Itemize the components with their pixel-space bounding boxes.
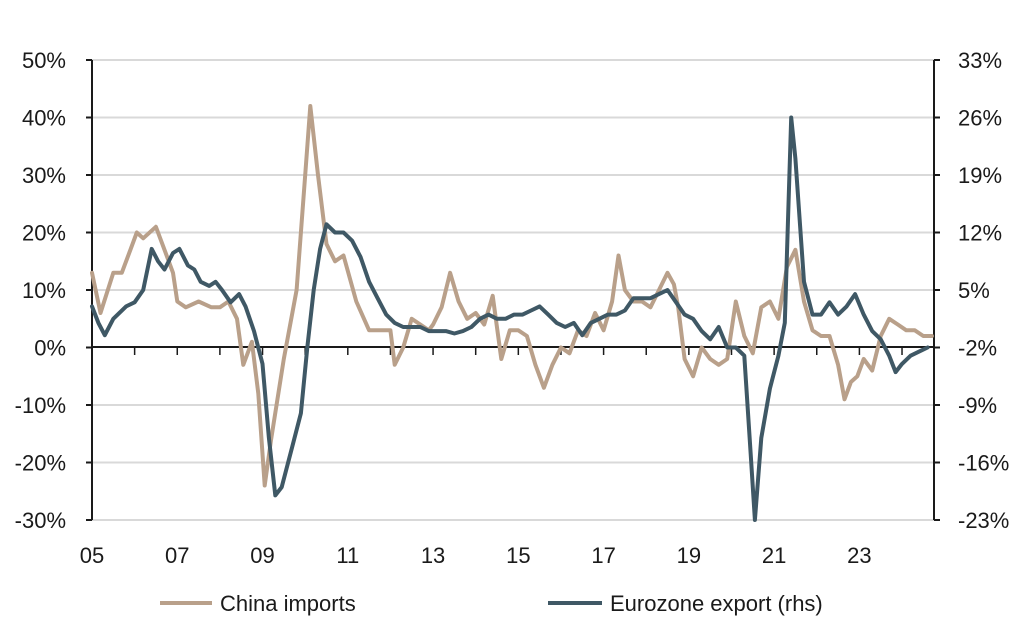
legend: China imports Eurozone export (rhs) (160, 591, 823, 616)
y-left-tick-label: 50% (22, 48, 66, 73)
gridlines (92, 59, 934, 521)
y-right-tick-label: 12% (958, 221, 1002, 246)
x-tick-label: 21 (762, 543, 786, 568)
series-line-2 (90, 115, 930, 522)
x-tick-label: 11 (336, 543, 359, 568)
x-tick-label: 07 (165, 543, 189, 568)
legend-label-1: China imports (220, 591, 356, 616)
y-right-tick-label: 5% (958, 278, 990, 303)
y-right-tick-label: 26% (958, 106, 1002, 131)
tick-labels: 50% 33% 40% 26% 30% 19% 20% 12% 10% 5% 0% -2% -10% -9… (15, 48, 1010, 568)
axes (86, 59, 940, 521)
x-tick-label: 19 (677, 543, 701, 568)
y-left-tick-label: 10% (22, 278, 66, 303)
x-tick-label: 17 (591, 543, 615, 568)
legend-label-2: Eurozone export (rhs) (610, 591, 823, 616)
y-right-tick-label: -2% (958, 336, 997, 361)
y-left-tick-label: -20% (15, 451, 66, 476)
y-left-tick-label: 40% (22, 106, 66, 131)
y-left-tick-label: -30% (15, 508, 66, 533)
x-tick-label: 05 (80, 543, 104, 568)
y-left-tick-label: 0% (34, 336, 66, 361)
series-line-1 (90, 104, 934, 488)
x-tick-label: 09 (250, 543, 274, 568)
x-tick-label: 13 (421, 543, 445, 568)
series-lines (90, 104, 934, 522)
x-tick-label: 23 (847, 543, 871, 568)
y-right-tick-label: -9% (958, 393, 997, 418)
y-right-tick-label: -23% (958, 508, 1009, 533)
y-right-tick-label: 19% (958, 163, 1002, 188)
y-right-tick-label: 33% (958, 48, 1002, 73)
y-right-tick-label: -16% (958, 451, 1009, 476)
y-left-tick-label: 30% (22, 163, 66, 188)
y-left-tick-label: -10% (15, 393, 66, 418)
x-tick-label: 15 (506, 543, 530, 568)
y-left-tick-label: 20% (22, 221, 66, 246)
